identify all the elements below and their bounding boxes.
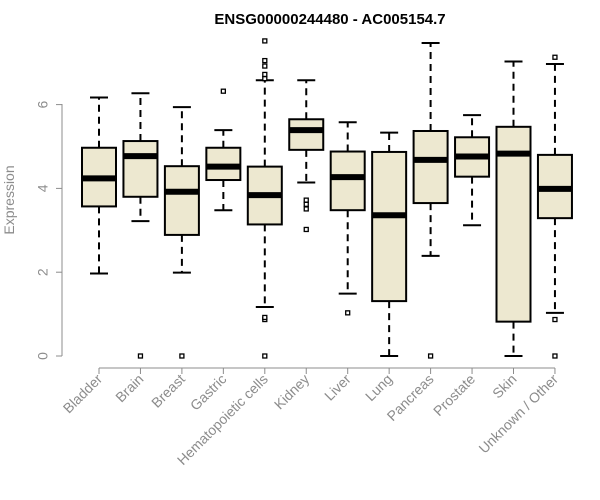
x-tick-label-unknown-other: Unknown / Other <box>475 371 561 457</box>
outlier-point <box>262 63 268 69</box>
box-iqr <box>122 140 159 198</box>
box-group-skin <box>495 60 532 357</box>
outlier-point <box>220 88 227 94</box>
outlier-point <box>262 57 268 64</box>
x-tick-label-kidney: Kidney <box>271 371 313 413</box>
outlier-point <box>345 310 351 316</box>
outlier-point <box>262 71 268 78</box>
box-group-breast <box>163 106 200 359</box>
x-tick-label-skin: Skin <box>489 371 520 402</box>
outlier-point <box>262 75 268 82</box>
box-iqr <box>412 129 449 205</box>
outlier-point <box>552 353 558 359</box>
y-tick-label: 6 <box>35 100 51 108</box>
x-tick-label-brain: Brain <box>112 371 146 405</box>
box-group-bladder <box>81 96 117 275</box>
box-group-prostate <box>454 114 491 227</box>
x-tick-label-prostate: Prostate <box>430 371 478 419</box>
outlier-point <box>262 353 268 359</box>
outlier-point <box>552 316 558 323</box>
box-iqr <box>288 118 325 151</box>
outlier-point <box>303 197 309 203</box>
outlier-point <box>303 226 309 233</box>
outlier-point <box>552 54 558 60</box>
box-group-gastric <box>205 88 242 212</box>
x-tick-label-lung: Lung <box>362 371 395 404</box>
outlier-point <box>262 38 268 44</box>
outlier-point <box>179 353 185 359</box>
y-tick-label: 2 <box>35 268 51 276</box>
y-tick-label: 4 <box>35 184 51 192</box>
box-group-unknown-other <box>536 54 573 359</box>
box-group-kidney <box>288 79 325 233</box>
chart-title: ENSG00000244480 - AC005154.7 <box>214 11 445 28</box>
box-iqr <box>163 165 200 236</box>
outlier-point <box>303 201 309 207</box>
box-group-brain <box>122 92 159 359</box>
y-tick-label: 0 <box>35 352 51 360</box>
box-group-lung <box>371 131 408 357</box>
outlier-point <box>427 353 434 359</box>
box-groups <box>81 38 573 359</box>
box-iqr <box>371 150 408 303</box>
box-iqr <box>329 150 366 212</box>
x-tick-label-liver: Liver <box>321 371 354 404</box>
outlier-point <box>262 314 268 321</box>
outlier-point <box>303 206 309 212</box>
box-group-liver <box>329 121 366 316</box>
box-iqr <box>495 125 532 323</box>
y-axis-ticks: 0 2 4 6 <box>35 100 62 360</box>
outlier-point <box>137 353 144 359</box>
x-tick-label-breast: Breast <box>148 371 188 411</box>
box-group-hematopoietic-cells <box>246 38 283 359</box>
box-group-pancreas <box>412 42 449 359</box>
y-axis-label: Expression <box>1 165 17 234</box>
x-tick-label-bladder: Bladder <box>60 371 106 417</box>
